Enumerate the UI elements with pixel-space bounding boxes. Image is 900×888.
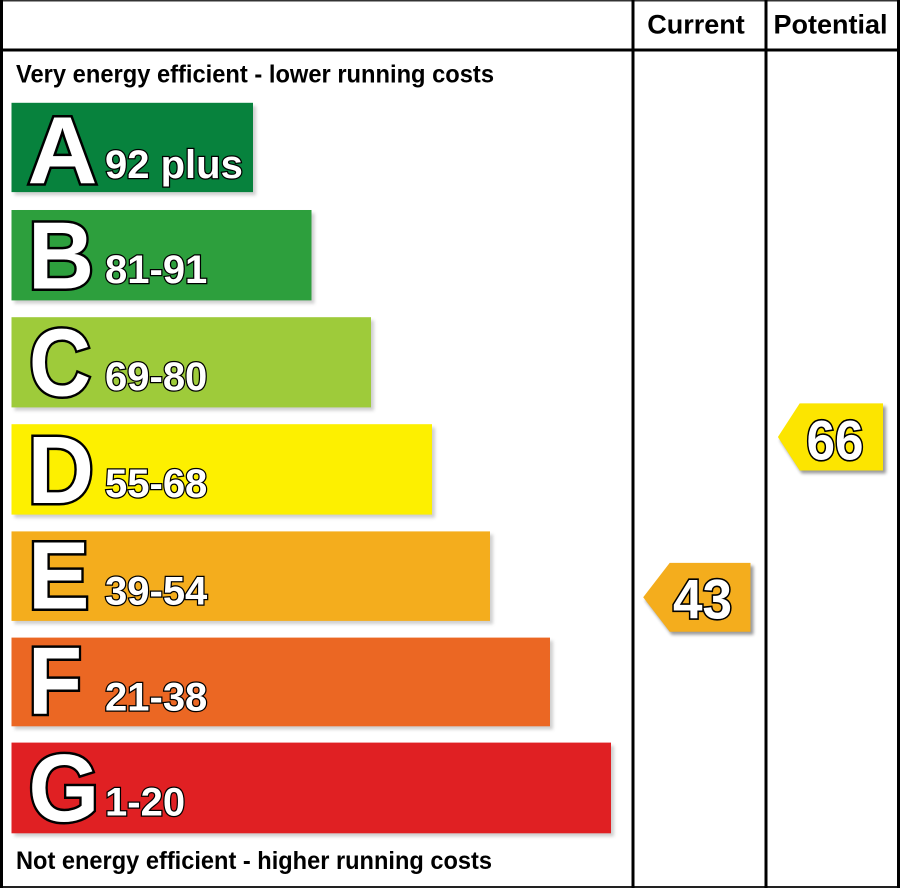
svg-text:Potential: Potential [773, 10, 887, 40]
svg-text:21-38: 21-38 [105, 676, 207, 720]
svg-text:B: B [28, 203, 94, 310]
svg-text:66: 66 [807, 409, 864, 472]
svg-text:E: E [28, 523, 90, 630]
svg-text:81-91: 81-91 [105, 248, 207, 292]
svg-text:92 plus: 92 plus [105, 143, 243, 187]
svg-text:D: D [28, 417, 95, 524]
svg-text:Not energy efficient - higher: Not energy efficient - higher running co… [16, 847, 492, 875]
svg-text:Current: Current [647, 10, 745, 40]
svg-text:39-54: 39-54 [105, 569, 208, 613]
svg-text:Very energy efficient - lower: Very energy efficient - lower running co… [16, 61, 494, 89]
svg-text:43: 43 [673, 568, 732, 631]
svg-text:A: A [28, 97, 98, 204]
svg-text:C: C [29, 309, 91, 416]
svg-text:1-20: 1-20 [105, 781, 185, 825]
svg-text:F: F [28, 628, 82, 735]
svg-text:69-80: 69-80 [105, 355, 207, 399]
svg-text:G: G [29, 735, 100, 842]
svg-text:55-68: 55-68 [105, 462, 207, 506]
